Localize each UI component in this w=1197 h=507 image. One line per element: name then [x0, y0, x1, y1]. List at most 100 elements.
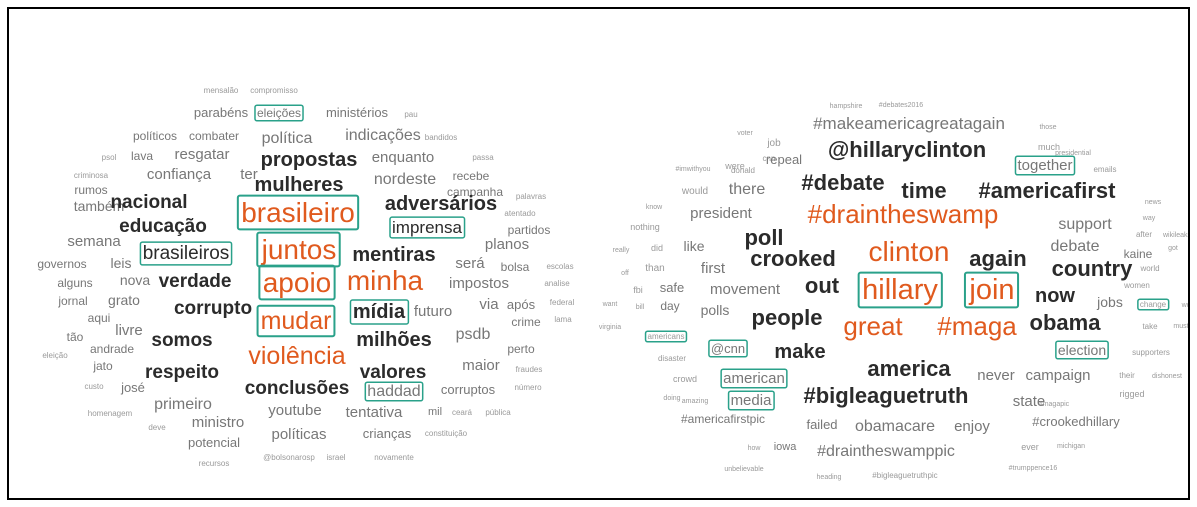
word-imprensa: imprensa — [392, 218, 462, 237]
word-america: america — [867, 356, 951, 381]
word-youtube: youtube — [268, 402, 321, 419]
word-makeamericagreatagain: #makeamericagreatagain — [813, 114, 1005, 133]
word-now: now — [1035, 285, 1075, 307]
word-dishonest: dishonest — [1152, 373, 1182, 380]
highlight-box-americans — [644, 330, 688, 343]
word-constituicao: constituição — [425, 429, 468, 438]
word-crime: crime — [511, 315, 541, 329]
word-presidential: presidential — [1055, 150, 1091, 157]
word-somos: somos — [151, 330, 212, 351]
word-media: media — [731, 392, 773, 409]
word-homenagem: homenagem — [88, 409, 133, 418]
word-custo: custo — [84, 382, 104, 391]
word-aqui: aqui — [88, 311, 111, 325]
highlight-box-together — [1014, 155, 1076, 176]
highlight-box-american — [720, 368, 788, 389]
word-federal: federal — [550, 298, 575, 307]
word-bigleaguetruth: #bigleaguetruth — [803, 383, 968, 408]
word-state: state — [1013, 393, 1046, 410]
word-want: want — [602, 301, 618, 308]
word-apos: após — [507, 297, 536, 312]
word-nordeste: nordeste — [374, 171, 436, 188]
word-country: country — [1052, 256, 1133, 281]
word-maga: #maga — [937, 311, 1017, 341]
word-really: really — [613, 247, 630, 254]
word-crookedhillary: #crookedhillary — [1032, 414, 1120, 429]
word-milhoes: milhões — [356, 329, 432, 351]
highlight-box-hillary — [857, 271, 943, 309]
word-jose: josé — [120, 380, 145, 395]
word-job: job — [766, 138, 781, 149]
highlight-box-election — [1055, 340, 1109, 360]
word-corrupto: corrupto — [174, 298, 252, 319]
word-tambem: também — [74, 198, 125, 214]
word-debate: debate — [1051, 238, 1100, 255]
word-american: american — [723, 370, 785, 387]
word-nova: nova — [120, 272, 151, 288]
word-repeal: repeal — [766, 152, 802, 167]
word-trumppence16: #trumppence16 — [1009, 465, 1058, 472]
word-mudar: mudar — [261, 307, 332, 335]
word-confianca: confiança — [147, 166, 212, 183]
word-clinton: clinton — [869, 236, 950, 267]
word-criancas: crianças — [363, 426, 412, 441]
word-eleicoes: eleições — [257, 106, 301, 120]
word-doing: doing — [663, 395, 680, 402]
word-great: great — [843, 311, 903, 341]
word-were: were — [724, 161, 745, 171]
word-midia: mídia — [353, 301, 406, 323]
word-hillaryclinton: @hillaryclinton — [828, 137, 986, 162]
word-movement: movement — [710, 281, 781, 298]
word-those: those — [1039, 124, 1056, 131]
word-bigleaguetruthpic: #bigleaguetruthpic — [872, 471, 937, 480]
word-passa: passa — [472, 153, 494, 162]
highlight-box-brasileiro — [236, 194, 360, 231]
word-numero: número — [514, 383, 542, 392]
word-americafirst: #americafirst — [979, 178, 1117, 203]
word-politicos: políticos — [133, 129, 177, 143]
word-crowd: crowd — [673, 374, 697, 384]
word-potencial: potencial — [188, 435, 240, 450]
word-would: would — [681, 186, 708, 197]
word-analise: analise — [544, 279, 570, 288]
word-corruptos: corruptos — [441, 382, 496, 397]
word-juntos: juntos — [261, 234, 337, 265]
word-take: take — [1142, 322, 1158, 331]
word-obama: obama — [1030, 310, 1102, 335]
word-perto: perto — [507, 342, 535, 356]
word-recursos: recursos — [199, 459, 230, 468]
word-indicacoes: indicações — [345, 127, 421, 144]
word-minha: minha — [347, 265, 424, 296]
word-futuro: futuro — [414, 303, 452, 320]
word-violencia: violência — [248, 342, 345, 370]
word-mentiras: mentiras — [352, 244, 435, 266]
word-criminosa: criminosa — [74, 171, 109, 180]
highlight-box-brasileiros — [139, 241, 233, 266]
word-president: president — [690, 205, 753, 222]
word-must: must — [1173, 323, 1188, 330]
word-lama: lama — [554, 315, 572, 324]
word-tentativa: tentativa — [346, 404, 403, 421]
word-novamente: novamente — [374, 453, 414, 462]
word-mil: mil — [428, 406, 442, 418]
word-fbi: fbi — [633, 285, 643, 295]
word-compromisso: compromisso — [250, 86, 298, 95]
word-obamacare: obamacare — [855, 418, 935, 435]
word-imwithyou: #imwithyou — [675, 166, 710, 173]
word-haddad: haddad — [367, 383, 420, 400]
word-palavras: palavras — [516, 192, 546, 201]
english-word-cloud: hampshire #debates2016 voter those job #makea… — [599, 102, 1188, 481]
word-failed: failed — [806, 417, 837, 432]
word-psol: psol — [102, 153, 117, 162]
word-time: time — [901, 178, 946, 203]
word-mulheres: mulheres — [255, 174, 344, 196]
word-bolsa: bolsa — [501, 260, 530, 274]
word-michigan: michigan — [1057, 443, 1085, 450]
word-nacional: nacional — [110, 192, 187, 213]
word-politicas: políticas — [271, 426, 326, 443]
highlight-box-haddad — [364, 381, 424, 402]
word-semana: semana — [67, 233, 121, 250]
word-emails: emails — [1093, 165, 1116, 174]
word-amazing: amazing — [682, 398, 709, 405]
word-world: world — [1139, 264, 1159, 273]
